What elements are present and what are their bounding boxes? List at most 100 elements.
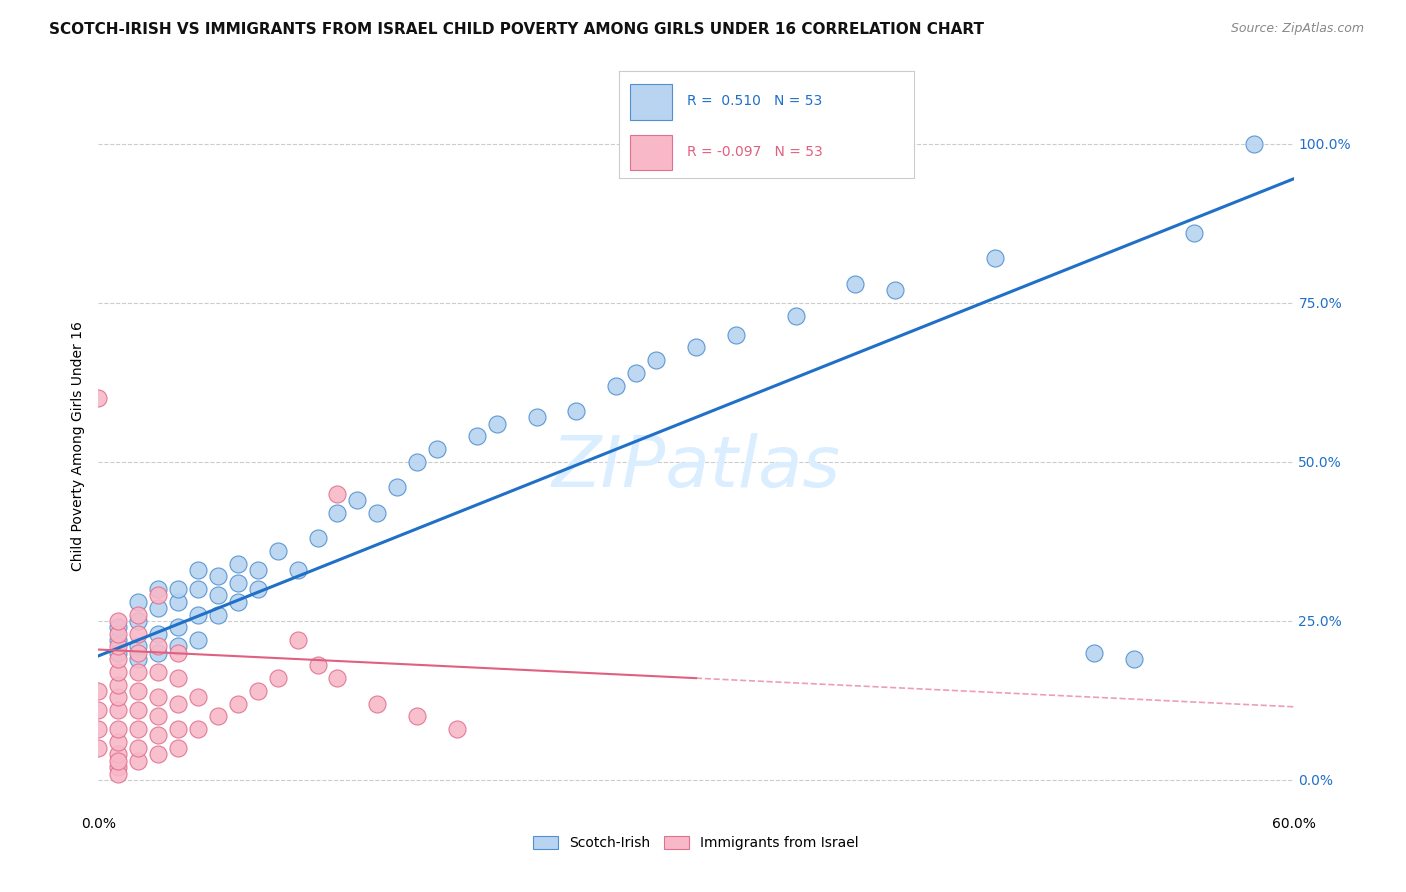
- Point: [844, 277, 866, 291]
- Point: [127, 754, 149, 768]
- Point: [565, 404, 588, 418]
- Point: [1123, 652, 1146, 666]
- Point: [526, 410, 548, 425]
- Point: [148, 665, 170, 679]
- Point: [148, 728, 170, 742]
- Point: [724, 327, 747, 342]
- Point: [187, 607, 209, 622]
- Point: [107, 760, 129, 774]
- Point: [366, 506, 388, 520]
- Point: [107, 646, 129, 660]
- Point: [246, 684, 269, 698]
- FancyBboxPatch shape: [630, 135, 672, 169]
- Point: [626, 366, 648, 380]
- Point: [127, 626, 149, 640]
- Point: [167, 722, 190, 736]
- Point: [127, 741, 149, 756]
- Point: [1083, 646, 1105, 660]
- Point: [107, 652, 129, 666]
- Point: [685, 340, 707, 354]
- Point: [785, 309, 807, 323]
- Point: [346, 493, 368, 508]
- Point: [326, 671, 349, 685]
- Point: [1243, 136, 1265, 151]
- Point: [107, 620, 129, 634]
- Point: [127, 703, 149, 717]
- Point: [465, 429, 488, 443]
- Point: [226, 557, 249, 571]
- Point: [187, 582, 209, 596]
- Point: [107, 690, 129, 705]
- Legend: Scotch-Irish, Immigrants from Israel: Scotch-Irish, Immigrants from Israel: [527, 830, 865, 856]
- Point: [107, 703, 129, 717]
- Point: [87, 392, 110, 406]
- Point: [148, 626, 170, 640]
- Y-axis label: Child Poverty Among Girls Under 16: Child Poverty Among Girls Under 16: [70, 321, 84, 571]
- Point: [406, 709, 429, 723]
- Point: [326, 506, 349, 520]
- Point: [246, 582, 269, 596]
- Point: [107, 722, 129, 736]
- Point: [307, 531, 329, 545]
- Point: [127, 684, 149, 698]
- Point: [406, 455, 429, 469]
- Point: [127, 722, 149, 736]
- Point: [366, 697, 388, 711]
- Point: [127, 614, 149, 628]
- Point: [385, 480, 409, 494]
- Text: SCOTCH-IRISH VS IMMIGRANTS FROM ISRAEL CHILD POVERTY AMONG GIRLS UNDER 16 CORREL: SCOTCH-IRISH VS IMMIGRANTS FROM ISRAEL C…: [49, 22, 984, 37]
- Point: [984, 252, 1007, 266]
- Point: [87, 722, 110, 736]
- Point: [167, 646, 190, 660]
- Point: [127, 640, 149, 654]
- Point: [207, 607, 229, 622]
- FancyBboxPatch shape: [630, 84, 672, 120]
- Point: [87, 684, 110, 698]
- Point: [148, 589, 170, 603]
- Point: [187, 722, 209, 736]
- Point: [187, 563, 209, 577]
- Point: [148, 709, 170, 723]
- Point: [107, 754, 129, 768]
- Point: [167, 741, 190, 756]
- Point: [187, 690, 209, 705]
- Point: [127, 646, 149, 660]
- Point: [127, 607, 149, 622]
- Point: [148, 582, 170, 596]
- Point: [107, 632, 129, 647]
- Point: [127, 595, 149, 609]
- Point: [167, 640, 190, 654]
- Point: [107, 665, 129, 679]
- Point: [446, 722, 468, 736]
- Point: [246, 563, 269, 577]
- Point: [148, 690, 170, 705]
- Point: [267, 671, 290, 685]
- Point: [148, 646, 170, 660]
- Text: ZIPatlas: ZIPatlas: [551, 434, 841, 502]
- Point: [167, 620, 190, 634]
- Text: R = -0.097   N = 53: R = -0.097 N = 53: [686, 145, 823, 159]
- Point: [207, 569, 229, 583]
- Point: [226, 595, 249, 609]
- Point: [267, 544, 290, 558]
- Point: [167, 697, 190, 711]
- Point: [167, 582, 190, 596]
- Point: [107, 626, 129, 640]
- Point: [485, 417, 508, 431]
- Point: [87, 703, 110, 717]
- Point: [87, 741, 110, 756]
- Point: [884, 283, 907, 297]
- Point: [127, 652, 149, 666]
- Point: [107, 640, 129, 654]
- Text: Source: ZipAtlas.com: Source: ZipAtlas.com: [1230, 22, 1364, 36]
- Point: [127, 665, 149, 679]
- Point: [107, 747, 129, 762]
- Point: [167, 671, 190, 685]
- Point: [1182, 226, 1205, 240]
- Point: [307, 658, 329, 673]
- Point: [107, 735, 129, 749]
- Point: [207, 709, 229, 723]
- Point: [107, 614, 129, 628]
- Point: [148, 601, 170, 615]
- Point: [226, 697, 249, 711]
